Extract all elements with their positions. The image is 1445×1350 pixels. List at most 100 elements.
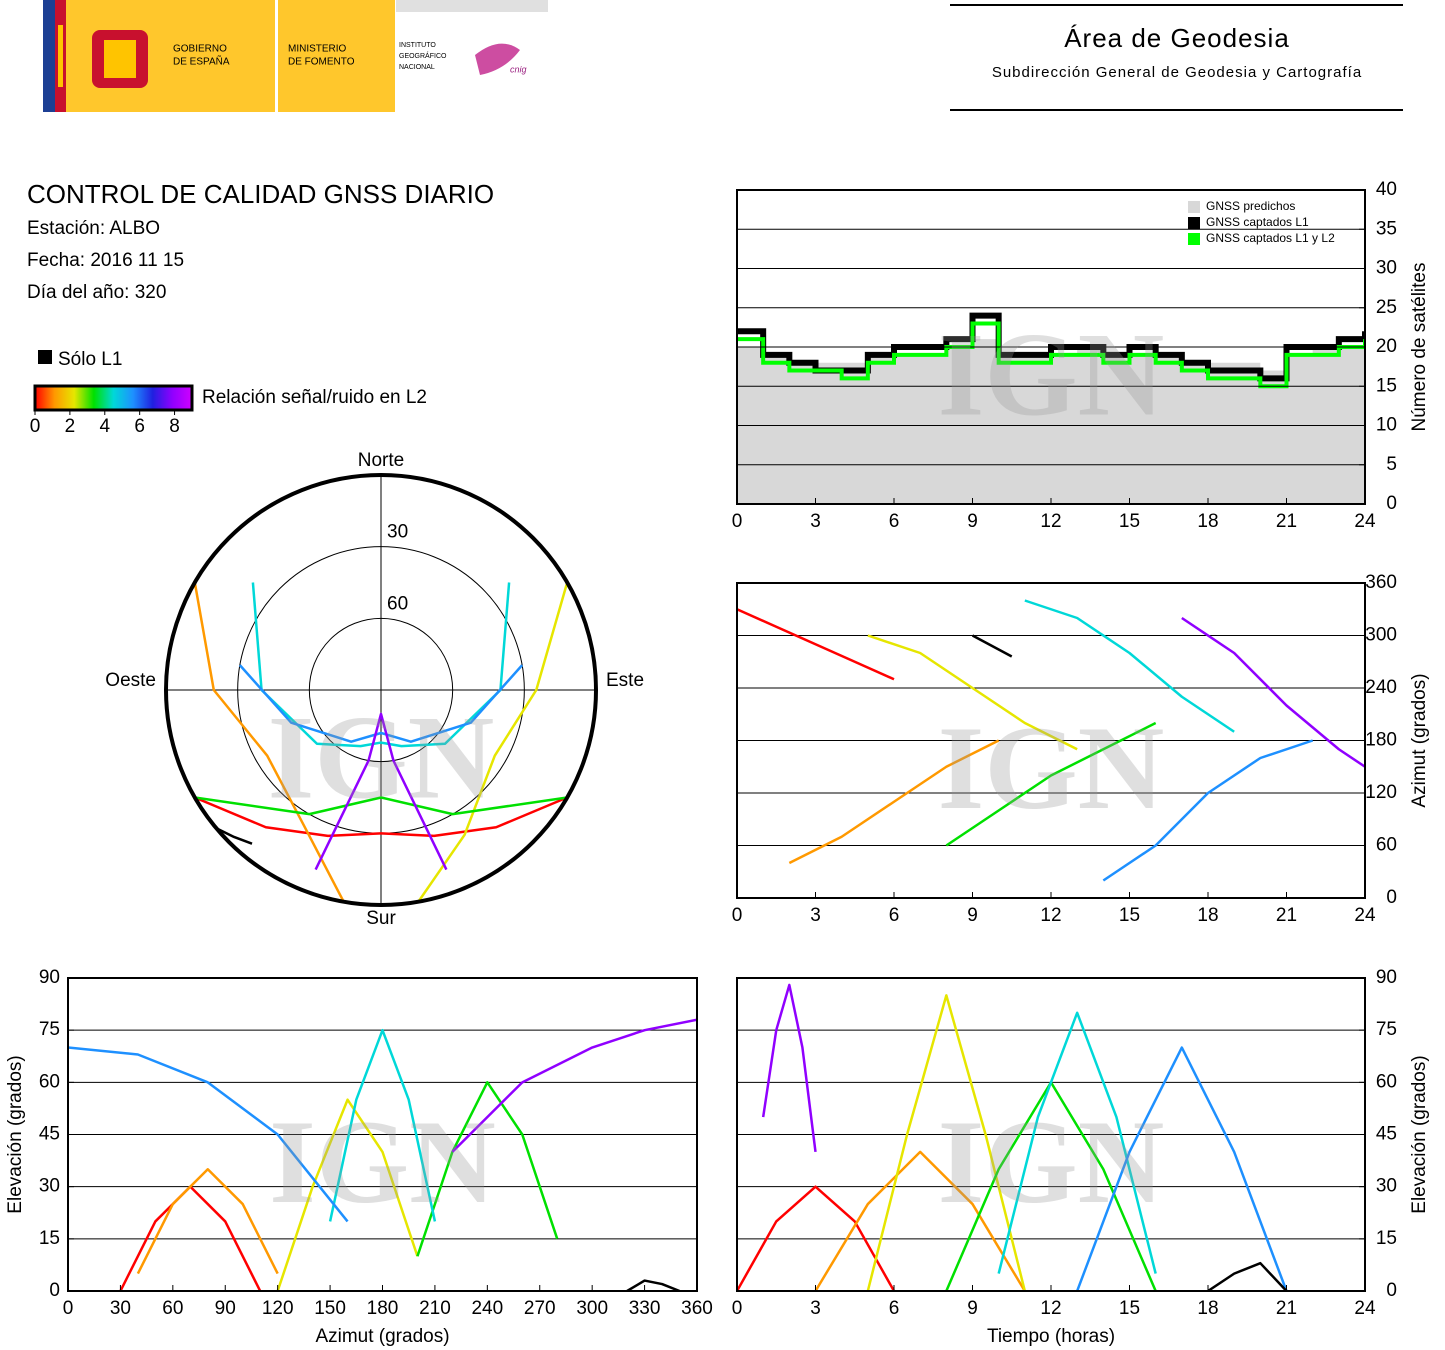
- track: [737, 1185, 896, 1291]
- ring-label: 30: [387, 522, 408, 543]
- direction-label: Sur: [366, 908, 396, 929]
- x-tick-label: 12: [1040, 511, 1061, 532]
- y-tick-label: 120: [1365, 782, 1397, 803]
- y-tick-label: 35: [1376, 218, 1397, 239]
- x-tick-label: 0: [732, 905, 743, 926]
- grid-ring: [308, 617, 454, 763]
- x-tick-label: 18: [1197, 1298, 1218, 1319]
- x-tick-label: 21: [1276, 905, 1297, 926]
- x-tick-label: 15: [1119, 511, 1140, 532]
- y-axis-label: Número de satélites: [1409, 263, 1430, 432]
- x-axis-label: Azimut (grados): [315, 1326, 449, 1347]
- plot-area: [68, 978, 697, 1291]
- track: [417, 582, 569, 903]
- legend-swatch: [1188, 201, 1200, 213]
- x-tick-label: 0: [732, 511, 743, 532]
- coat-of-arms-inner: [104, 40, 136, 78]
- instituto-line: GEOGRÁFICO: [399, 51, 447, 60]
- track: [1076, 1046, 1288, 1291]
- y-tick-label: 45: [1376, 1124, 1397, 1145]
- x-tick-label: 6: [889, 1298, 900, 1319]
- x-tick-label: 330: [629, 1298, 661, 1319]
- day-of-year: Día del año: 320: [27, 282, 166, 303]
- x-tick-label: 15: [1119, 1298, 1140, 1319]
- x-tick-label: 24: [1354, 905, 1376, 926]
- ministerio-line: DE FOMENTO: [288, 57, 355, 68]
- x-tick-label: 360: [681, 1298, 713, 1319]
- track: [238, 664, 524, 743]
- gobierno-line: DE ESPAÑA: [173, 55, 230, 68]
- x-tick-label: 120: [262, 1298, 294, 1319]
- only-l1-swatch: [38, 350, 52, 364]
- snr-colorbar: [33, 384, 194, 412]
- x-tick-label: 21: [1276, 511, 1297, 532]
- area-subtitle: Subdirección General de Geodesia y Carto…: [992, 64, 1362, 81]
- report-title: CONTROL DE CALIDAD GNSS DIARIO: [27, 179, 494, 209]
- x-tick-label: 18: [1197, 905, 1218, 926]
- y-tick-label: 30: [1376, 258, 1397, 279]
- y-tick-label: 10: [1376, 415, 1397, 436]
- x-tick-label: 0: [63, 1298, 74, 1319]
- y-tick-label: 60: [39, 1071, 60, 1092]
- legend-label: GNSS predichos: [1206, 199, 1295, 213]
- y-tick-label: 0: [1386, 1280, 1397, 1301]
- ign-logo: [475, 43, 520, 75]
- direction-label: Oeste: [105, 670, 156, 691]
- y-tick-label: 360: [1365, 572, 1397, 593]
- plot-area: [166, 475, 596, 905]
- y-axis-label: Elevación (grados): [5, 1055, 26, 1213]
- track: [1024, 599, 1235, 733]
- track: [215, 827, 253, 845]
- x-tick-label: 21: [1276, 1298, 1297, 1319]
- y-tick-label: 90: [1376, 967, 1397, 988]
- snr-tick-label: 4: [99, 416, 110, 437]
- instituto-line: INSTITUTO: [399, 42, 436, 49]
- y-tick-label: 15: [39, 1228, 60, 1249]
- gobierno-line: GOBIERNO: [173, 44, 227, 55]
- track: [866, 994, 1027, 1291]
- ministerio-line: MINISTERIO: [288, 44, 347, 55]
- x-tick-label: 9: [967, 511, 978, 532]
- track: [314, 712, 448, 871]
- y-tick-label: 75: [1376, 1019, 1397, 1040]
- track: [328, 1028, 437, 1222]
- x-tick-label: 210: [419, 1298, 451, 1319]
- track: [737, 608, 895, 681]
- y-tick-label: 15: [1376, 1228, 1397, 1249]
- y-tick-label: 25: [1376, 297, 1397, 318]
- header-bar: [396, 0, 548, 12]
- x-tick-label: 24: [1354, 1298, 1376, 1319]
- x-tick-label: 3: [810, 511, 821, 532]
- track: [1102, 739, 1314, 882]
- snr-tick-label: 0: [30, 416, 41, 437]
- y-tick-label: 15: [1376, 375, 1397, 396]
- date: Fecha: 2016 11 15: [27, 250, 184, 271]
- legend-label: GNSS captados L1 y L2: [1206, 231, 1335, 245]
- track: [276, 1098, 419, 1291]
- x-tick-label: 180: [367, 1298, 399, 1319]
- track: [814, 1150, 1026, 1291]
- track: [867, 634, 1078, 751]
- x-tick-label: 6: [889, 905, 900, 926]
- x-tick-label: 18: [1197, 511, 1218, 532]
- track: [451, 1018, 697, 1153]
- snr-tick-label: 8: [169, 416, 180, 437]
- track: [788, 739, 1000, 865]
- snr-tick-label: 2: [65, 416, 76, 437]
- x-tick-label: 12: [1040, 905, 1061, 926]
- track: [416, 1081, 559, 1257]
- only-l1-label: Sólo L1: [58, 349, 122, 370]
- track: [1207, 1261, 1288, 1291]
- track: [761, 983, 817, 1153]
- track: [971, 634, 1013, 658]
- y-tick-label: 0: [1386, 493, 1397, 514]
- legend-label: GNSS captados L1: [1206, 215, 1309, 229]
- direction-label: Norte: [358, 450, 404, 471]
- track: [194, 796, 568, 816]
- flag-yellow: [58, 25, 63, 87]
- track: [251, 582, 511, 748]
- x-tick-label: 0: [732, 1298, 743, 1319]
- y-tick-label: 0: [49, 1280, 60, 1301]
- y-tick-label: 90: [39, 967, 60, 988]
